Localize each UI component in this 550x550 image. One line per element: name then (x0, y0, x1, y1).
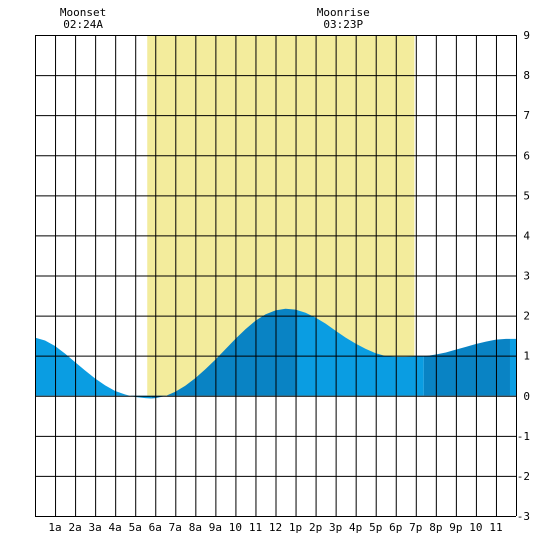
x-tick-label: 10 (469, 521, 482, 534)
y-axis-ticks: -3 -2 -1 0 1 2 3 4 5 6 7 8 9 (517, 29, 531, 523)
tide-segment-2 (151, 308, 298, 399)
y-tick-label: 8 (523, 69, 530, 82)
x-tick-label: 12 (269, 521, 282, 534)
x-tick-label: 5a (129, 521, 142, 534)
annotation-label: Moonset (60, 6, 106, 19)
y-tick-label: 2 (523, 310, 530, 323)
x-tick-label: 2p (309, 521, 322, 534)
x-tick-label: 8a (189, 521, 202, 534)
x-tick-label: 10 (229, 521, 242, 534)
x-tick-label: 11 (489, 521, 502, 534)
y-tick-label: 5 (523, 189, 530, 202)
y-tick-label: 9 (523, 29, 530, 42)
y-tick-label: -3 (517, 510, 530, 523)
x-tick-label: 5p (369, 521, 382, 534)
y-tick-label: 1 (523, 350, 530, 363)
x-tick-label: 7p (409, 521, 422, 534)
x-tick-label: 8p (429, 521, 442, 534)
chart-grid (35, 35, 517, 517)
x-tick-label: 7a (169, 521, 182, 534)
tide-segment-3 (297, 310, 424, 396)
x-tick-label: 9p (449, 521, 462, 534)
x-tick-label: 4p (349, 521, 362, 534)
x-tick-label: 1a (48, 521, 61, 534)
x-tick-label: 3p (329, 521, 342, 534)
x-tick-label: 6a (149, 521, 162, 534)
y-tick-label: -2 (517, 470, 530, 483)
x-tick-label: 1p (289, 521, 302, 534)
tide-segment-4 (423, 338, 510, 396)
y-tick-label: 0 (523, 390, 530, 403)
y-tick-label: 4 (523, 229, 530, 242)
annotation-time: 03:23P (323, 18, 363, 31)
y-tick-label: -1 (517, 430, 530, 443)
y-tick-label: 3 (523, 270, 530, 283)
x-tick-label: 3a (89, 521, 102, 534)
x-axis-ticks: 1a 2a 3a 4a 5a 6a 7a 8a 9a 10 11 12 1p 2p 3p 4p 5p 6p 7p 8p… (48, 521, 502, 534)
tide-area (35, 308, 516, 399)
x-tick-label: 9a (209, 521, 222, 534)
annotation-time: 02:24A (63, 18, 103, 31)
x-tick-label: 2a (68, 521, 81, 534)
tide-segment-5 (509, 338, 516, 396)
x-tick-label: 11 (249, 521, 262, 534)
annotation-label: Moonrise (317, 6, 370, 19)
y-tick-label: 7 (523, 109, 530, 122)
y-tick-label: 6 (523, 149, 530, 162)
x-tick-label: 6p (389, 521, 402, 534)
tide-segment-1 (35, 337, 152, 399)
x-tick-label: 4a (109, 521, 122, 534)
